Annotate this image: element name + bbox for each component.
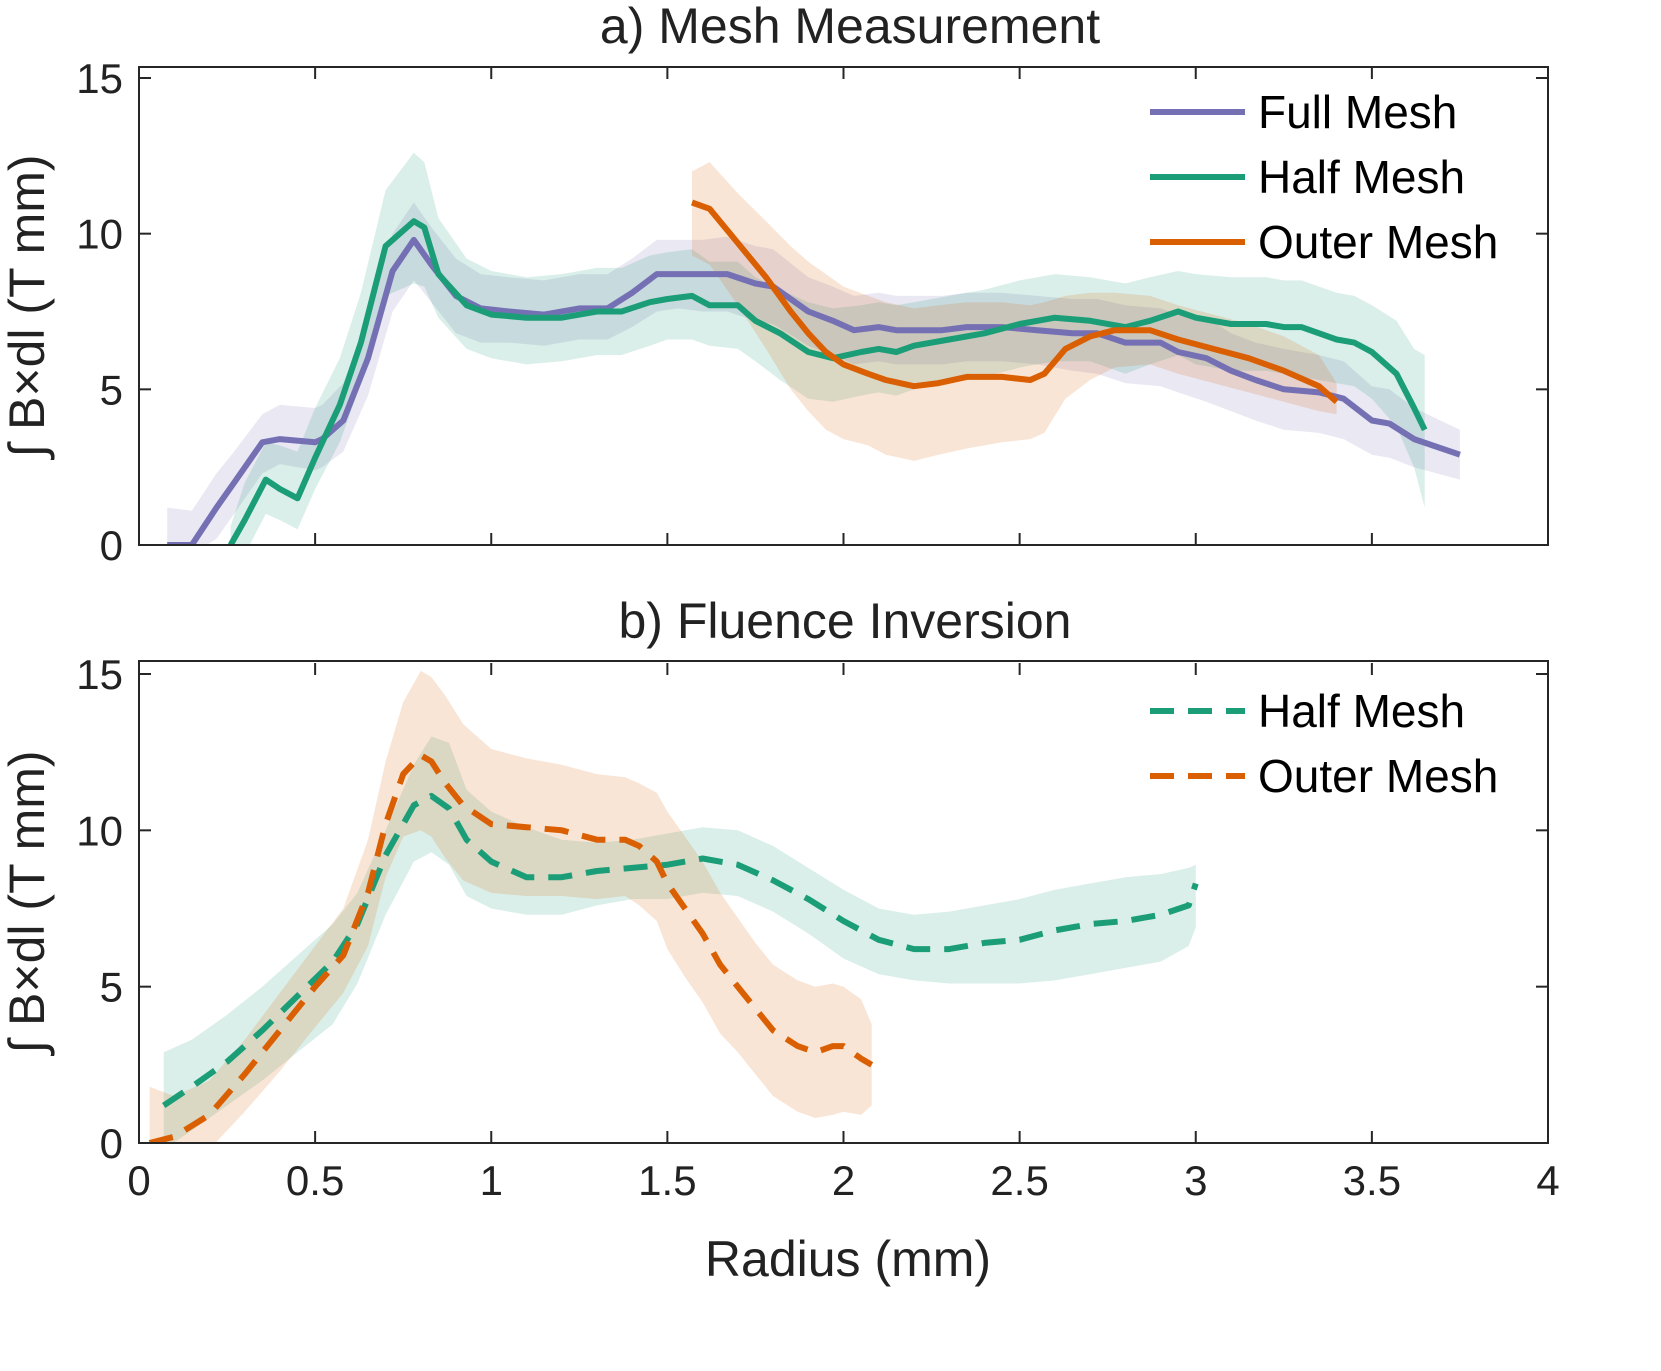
band-half-mesh — [163, 736, 1196, 1143]
panel-a-bands — [167, 152, 1460, 545]
y-tick-label: 10 — [76, 807, 123, 854]
x-tick-label: 2 — [832, 1157, 855, 1204]
panel-b-title: b) Fluence Inversion — [618, 593, 1071, 649]
panel-b-axes: 0 0.5 1 1.5 2 2.5 3 3.5 4 0 5 10 15 — [76, 651, 1559, 1204]
y-tick-label: 5 — [100, 366, 123, 413]
panel-b-frame — [138, 660, 1549, 1144]
band-outer-mesh — [149, 670, 872, 1143]
y-tick-label: 0 — [100, 1120, 123, 1167]
panel-a: a) Mesh Measurement 0 5 10 15 Full Mesh Half… — [0, 0, 1549, 569]
x-tick-label: 1.5 — [638, 1157, 696, 1204]
y-tick-label: 5 — [100, 964, 123, 1011]
panel-a-frame — [138, 66, 1549, 546]
panel-b: b) Fluence Inversion 0 0.5 1 1.5 2 2.5 3 3.5 4 0 5… — [0, 593, 1560, 1204]
panel-a-legend: Full Mesh Half Mesh Outer Mesh — [1150, 86, 1498, 268]
x-tick-label: 4 — [1536, 1157, 1559, 1204]
panel-b-bands — [149, 670, 1196, 1143]
panel-a-lines — [167, 199, 1461, 545]
band-full-mesh — [167, 202, 1460, 545]
legend-label-half-mesh: Half Mesh — [1258, 151, 1465, 203]
legend-label-outer-mesh: Outer Mesh — [1258, 750, 1498, 802]
y-tick-label: 15 — [76, 651, 123, 698]
y-tick-label: 15 — [76, 55, 123, 102]
band-half-mesh — [230, 152, 1425, 545]
series-line-outer-mesh — [690, 199, 1339, 405]
legend-label-outer-mesh: Outer Mesh — [1258, 216, 1498, 268]
y-tick-label: 10 — [76, 211, 123, 258]
panel-b-legend: Half Mesh Outer Mesh — [1150, 685, 1498, 802]
x-tick-label: 1 — [480, 1157, 503, 1204]
y-tick-label: 0 — [100, 522, 123, 569]
panel-b-ylabel: ∫ B×dl (T mm) — [0, 750, 55, 1056]
panel-a-ylabel: ∫ B×dl (T mm) — [0, 154, 55, 460]
panel-b-lines — [148, 752, 1199, 1143]
band-outer-mesh — [692, 162, 1337, 461]
legend-label-half-mesh: Half Mesh — [1258, 685, 1465, 737]
x-tick-label: 3.5 — [1343, 1157, 1401, 1204]
x-tick-label: 2.5 — [990, 1157, 1048, 1204]
x-tick-label: 0.5 — [286, 1157, 344, 1204]
legend-label-full-mesh: Full Mesh — [1258, 86, 1457, 138]
x-tick-label: 0 — [127, 1157, 150, 1204]
panel-a-title: a) Mesh Measurement — [600, 0, 1100, 54]
series-line-half-mesh — [227, 218, 1428, 545]
x-tick-label: 3 — [1184, 1157, 1207, 1204]
x-axis-label: Radius (mm) — [705, 1231, 991, 1287]
